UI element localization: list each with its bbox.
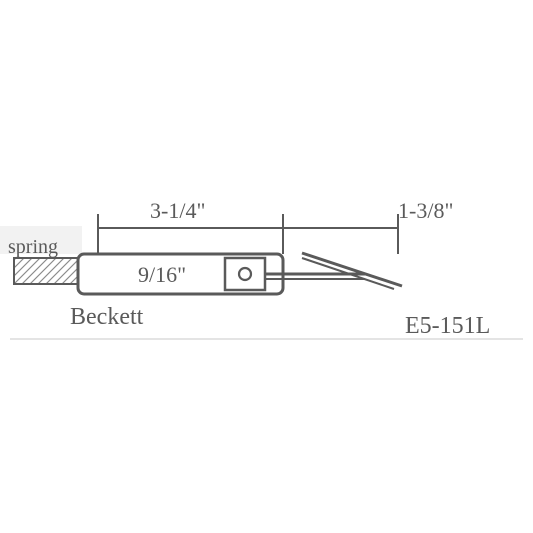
spring-label: spring — [8, 236, 58, 259]
brand-label: Beckett — [70, 304, 143, 331]
dimension-width-1: 3-1/4" — [150, 198, 205, 224]
dimension-diameter: 9/16" — [138, 262, 186, 288]
part-number: E5-151L — [405, 313, 490, 340]
dimension-width-2: 1-3/8" — [398, 198, 453, 224]
diagram-canvas — [0, 0, 533, 533]
